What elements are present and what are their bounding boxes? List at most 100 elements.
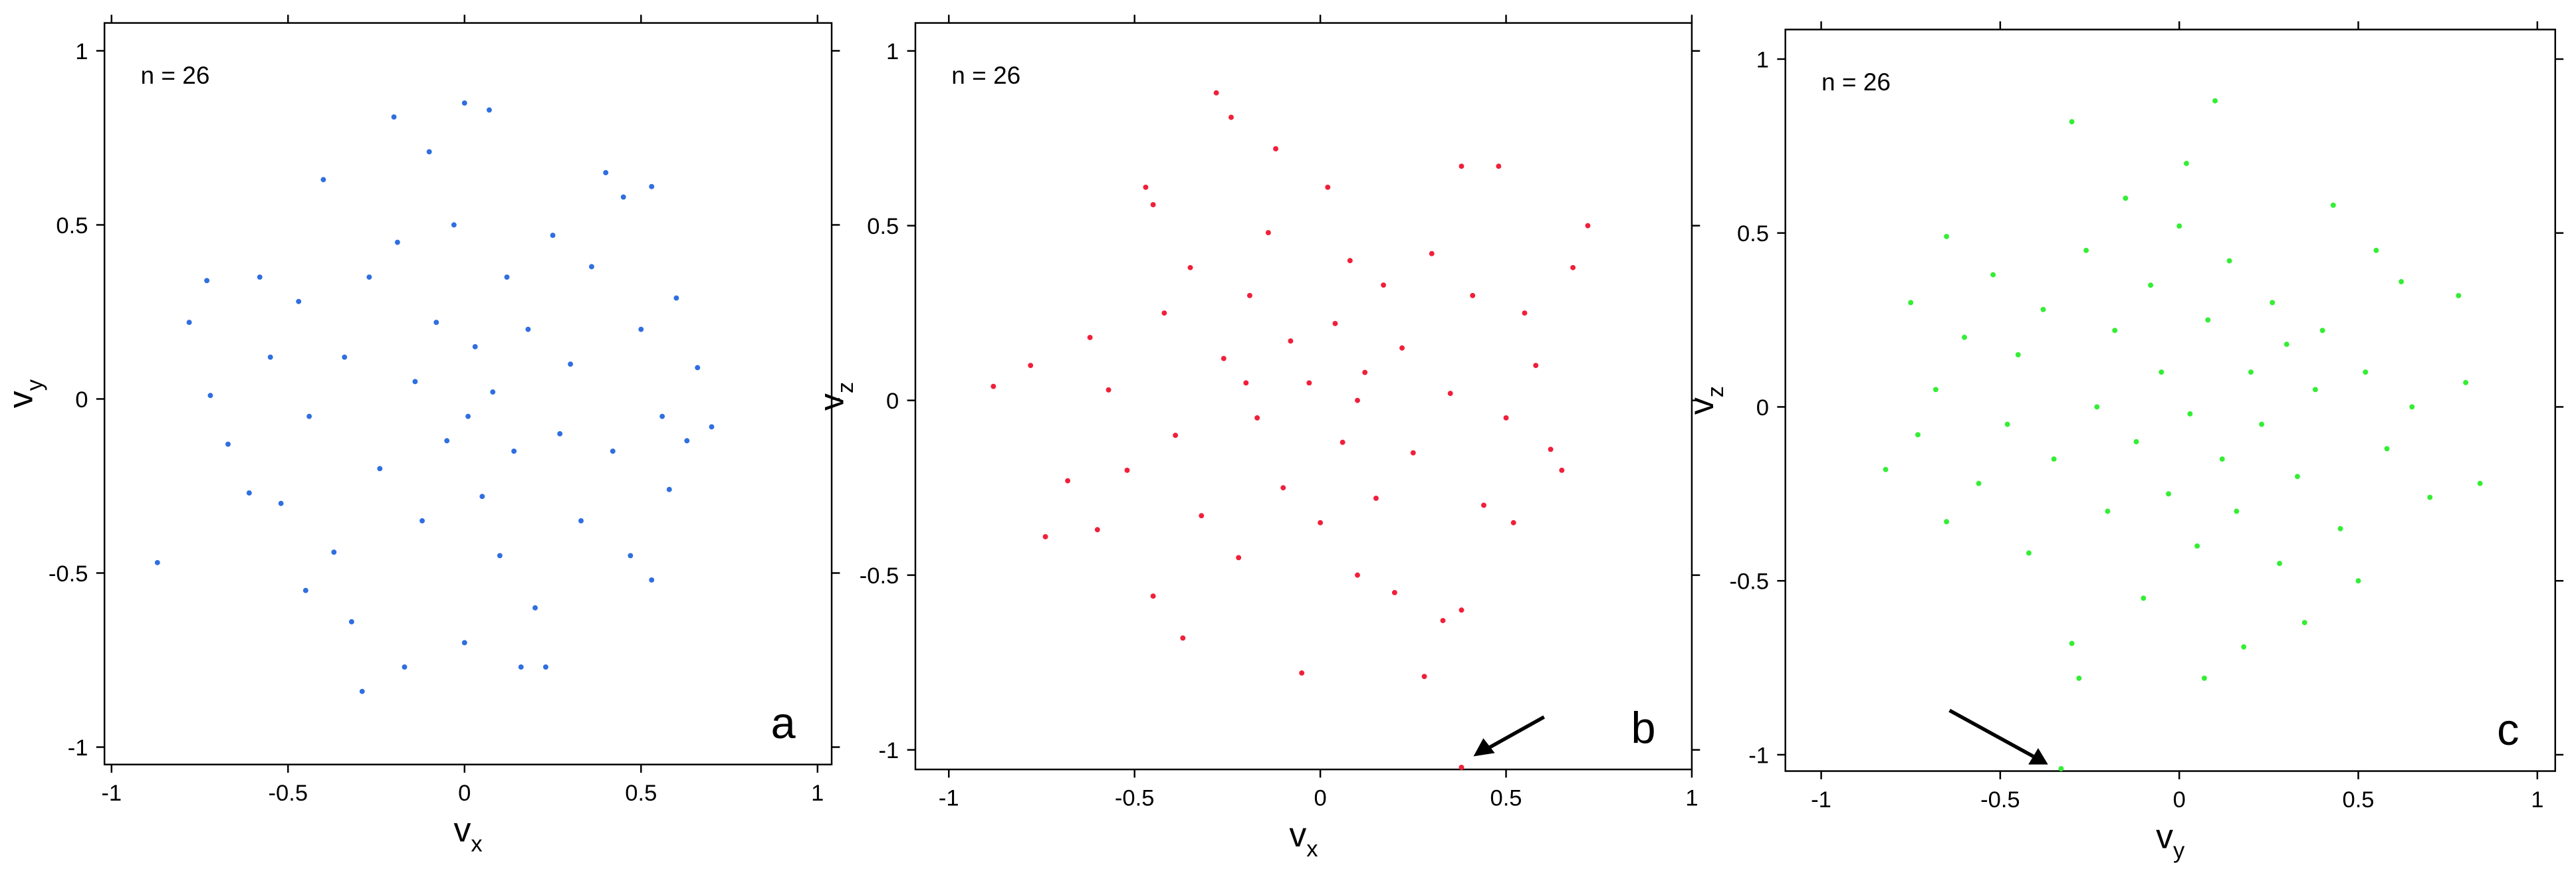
point	[2277, 561, 2282, 566]
y-tick-label: -0.5	[1729, 569, 1769, 595]
point	[426, 149, 432, 155]
point	[2201, 675, 2207, 681]
x-axis-label: vx	[453, 811, 482, 857]
point	[1280, 485, 1286, 491]
point	[2058, 765, 2064, 771]
point	[2427, 494, 2433, 500]
point	[2477, 480, 2483, 486]
point	[2463, 379, 2469, 385]
point	[204, 278, 210, 284]
point	[557, 431, 563, 437]
point	[2069, 640, 2075, 646]
point	[504, 274, 510, 280]
point	[2270, 300, 2276, 306]
point	[2194, 543, 2200, 549]
point	[1028, 363, 1034, 368]
point	[628, 553, 634, 559]
point	[1391, 589, 1397, 595]
point	[1143, 184, 1149, 190]
y-tick-label: -0.5	[49, 561, 88, 587]
point	[2083, 247, 2089, 253]
point	[1199, 513, 1205, 519]
point	[1459, 764, 1464, 770]
point	[1399, 345, 1405, 351]
point	[1173, 433, 1179, 439]
point	[402, 664, 408, 670]
point	[1470, 292, 1476, 298]
point	[1503, 415, 1509, 421]
point	[1340, 439, 1346, 445]
point	[1533, 363, 1539, 368]
point	[1106, 387, 1112, 393]
point	[2219, 456, 2225, 462]
point	[1355, 397, 1360, 403]
y-axis-label: vy	[1, 379, 48, 408]
point	[1915, 432, 1921, 438]
arrow	[1473, 715, 1546, 757]
point	[1932, 387, 1938, 393]
point	[1421, 674, 1427, 680]
point	[2205, 317, 2211, 323]
y-tick-label: -1	[68, 735, 88, 761]
point	[451, 222, 457, 228]
point	[1229, 114, 1234, 120]
point	[419, 518, 425, 524]
point	[412, 379, 418, 385]
point	[1236, 555, 1242, 561]
point	[1373, 495, 1379, 501]
point	[154, 559, 160, 565]
point	[2234, 508, 2240, 514]
point	[1243, 380, 1249, 386]
y-tick-label: -1	[879, 738, 899, 763]
point	[2069, 119, 2075, 125]
point	[320, 177, 326, 183]
point	[1459, 607, 1464, 613]
point	[2133, 439, 2139, 444]
plot-frame	[103, 22, 833, 765]
point	[2319, 328, 2325, 334]
point	[1429, 250, 1435, 256]
y-axis-label-sub: z	[1703, 386, 1728, 397]
point	[267, 354, 273, 360]
point	[2015, 351, 2021, 357]
point	[2241, 644, 2247, 650]
point	[2330, 202, 2336, 208]
point	[1161, 310, 1167, 316]
x-tick-label: -0.5	[269, 781, 308, 806]
point	[302, 587, 308, 593]
point	[2355, 578, 2361, 584]
point	[1362, 369, 1368, 375]
annotation: n = 26	[140, 61, 209, 89]
point	[2105, 508, 2111, 514]
panel-label: b	[1631, 704, 1656, 753]
point	[2026, 550, 2032, 556]
point	[278, 500, 284, 506]
point	[1883, 466, 1889, 472]
point	[1944, 519, 1950, 525]
point	[568, 361, 574, 367]
point	[1347, 258, 1353, 264]
point	[1221, 355, 1227, 361]
point	[306, 413, 312, 419]
x-tick-label: 1	[1685, 785, 1698, 811]
x-tick-label: 0.5	[1490, 785, 1522, 811]
y-tick-label: 0	[1756, 395, 1769, 421]
point	[2051, 456, 2057, 462]
point	[186, 320, 192, 326]
point	[207, 393, 213, 399]
y-tick-label: 0.5	[867, 214, 899, 239]
point	[465, 413, 471, 419]
point	[649, 577, 655, 583]
point	[1962, 334, 1967, 340]
y-axis-label: vz	[812, 382, 858, 411]
point	[673, 295, 679, 301]
annotation: n = 26	[951, 61, 1020, 89]
point	[490, 389, 496, 395]
point	[638, 326, 644, 332]
point	[2212, 98, 2218, 104]
point	[1288, 338, 1294, 344]
x-axis-label-sub: x	[1306, 836, 1318, 862]
point	[1459, 163, 1464, 169]
